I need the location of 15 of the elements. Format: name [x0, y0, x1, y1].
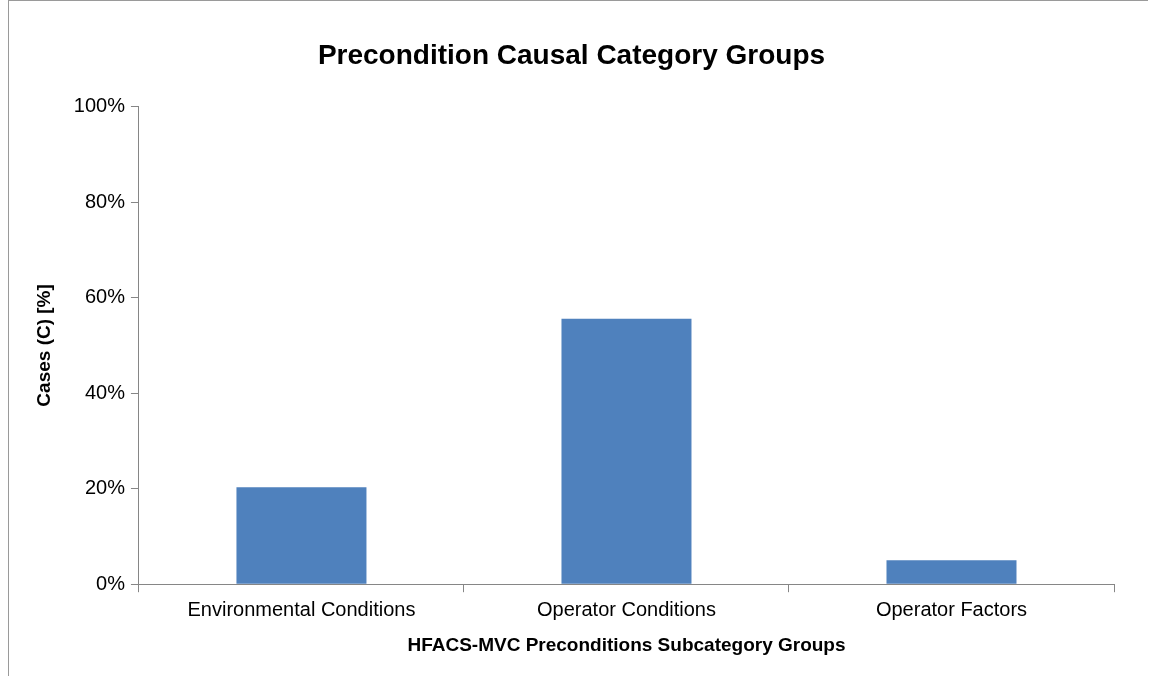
y-axis-title: Cases (C) [%]	[32, 284, 54, 407]
y-tick-label: 20%	[84, 476, 126, 499]
bar	[561, 318, 692, 584]
bar	[886, 560, 1017, 584]
y-tick-label: 80%	[84, 189, 126, 212]
bar	[236, 487, 367, 584]
y-tick-label: 100%	[73, 94, 126, 117]
x-tick-label: Operator Factors	[875, 597, 1028, 620]
x-axis-title: HFACS-MVC Preconditions Subcategory Groups	[407, 633, 846, 655]
x-tick-label: Operator Conditions	[536, 597, 716, 620]
y-tick-label: 0%	[96, 571, 126, 594]
y-tick-label: 40%	[84, 380, 126, 403]
y-tick-label: 60%	[84, 285, 126, 308]
x-tick-label: Environmental Conditions	[187, 597, 416, 620]
chart-title: Precondition Causal Category Groups	[317, 38, 826, 70]
